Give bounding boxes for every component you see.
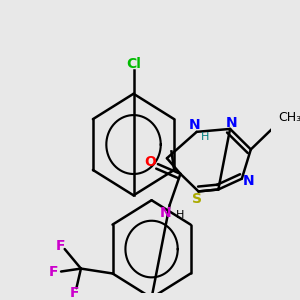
- Text: N: N: [159, 206, 171, 220]
- Text: F: F: [49, 265, 58, 278]
- Text: N: N: [226, 116, 238, 130]
- Text: F: F: [70, 286, 80, 300]
- Text: S: S: [192, 192, 202, 206]
- Text: N: N: [189, 118, 201, 132]
- Text: F: F: [56, 239, 65, 253]
- Text: H: H: [201, 132, 209, 142]
- Text: CH₃: CH₃: [278, 111, 300, 124]
- Text: H: H: [176, 210, 184, 220]
- Text: N: N: [243, 174, 255, 188]
- Text: O: O: [145, 155, 157, 169]
- Text: Cl: Cl: [126, 58, 141, 71]
